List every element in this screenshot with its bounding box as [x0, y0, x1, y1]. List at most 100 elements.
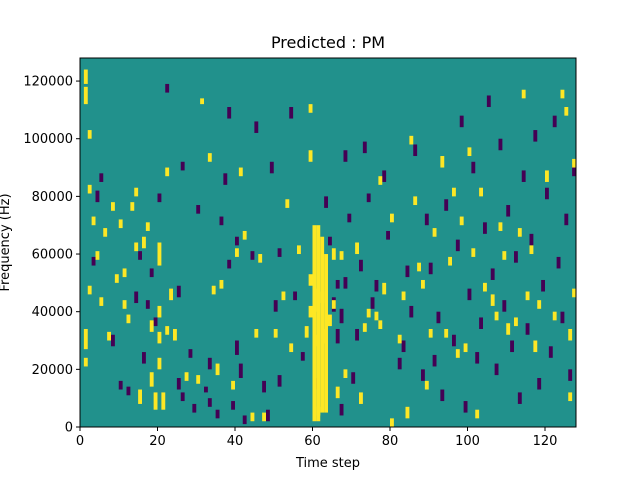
high-cell: [494, 311, 499, 321]
low-cell: [533, 130, 538, 142]
low-cell: [397, 357, 402, 370]
high-cell: [138, 389, 142, 404]
low-cell: [483, 222, 487, 234]
high-cell: [537, 300, 542, 309]
low-cell: [490, 268, 495, 280]
low-cell: [506, 205, 511, 217]
low-cell: [180, 161, 185, 171]
low-cell: [440, 389, 445, 402]
high-cell: [568, 328, 573, 341]
high-cell: [91, 216, 96, 226]
high-cell: [169, 288, 173, 301]
high-cell: [335, 386, 340, 399]
high-cell: [467, 147, 472, 157]
high-cell: [409, 135, 414, 145]
low-cell: [455, 239, 460, 252]
low-cell: [339, 403, 344, 416]
high-cell: [331, 300, 336, 309]
y-axis-label: Frequency (Hz): [0, 193, 13, 291]
high-cell: [149, 372, 154, 387]
high-cell: [432, 228, 437, 237]
low-cell: [324, 196, 328, 208]
low-cell: [215, 409, 220, 419]
high-cell: [200, 98, 204, 105]
high-cell: [207, 153, 212, 162]
low-cell: [235, 340, 239, 355]
high-cell: [153, 392, 158, 410]
low-cell: [351, 372, 356, 384]
y-tick-label: 100000: [23, 132, 73, 147]
high-cell: [514, 317, 518, 327]
low-cell: [502, 300, 507, 312]
high-cell: [83, 357, 88, 367]
y-tick-label: 20000: [32, 363, 73, 378]
low-cell: [471, 161, 476, 174]
low-cell: [514, 251, 518, 263]
low-cell: [335, 279, 340, 289]
high-cell: [382, 282, 387, 295]
x-tick-label: 100: [455, 434, 480, 449]
low-cell: [266, 409, 270, 422]
high-cell: [490, 294, 495, 306]
low-cell: [401, 340, 406, 353]
high-cell: [149, 320, 154, 332]
high-cell: [83, 328, 88, 350]
high-cell: [126, 314, 131, 324]
high-cell: [219, 279, 224, 289]
low-cell: [463, 401, 468, 413]
y-tick-label: 60000: [32, 248, 73, 263]
high-cell: [374, 311, 379, 321]
high-cell: [440, 156, 445, 168]
low-cell: [192, 403, 197, 413]
low-cell: [196, 205, 201, 214]
low-cell: [335, 328, 340, 344]
high-cell: [103, 228, 108, 237]
high-cell: [308, 305, 313, 318]
low-cell: [142, 352, 146, 364]
high-cell: [161, 392, 166, 410]
high-band-cell: [316, 225, 321, 422]
high-cell: [529, 245, 534, 255]
high-cell: [122, 300, 127, 309]
low-cell: [300, 352, 305, 361]
low-cell: [529, 233, 534, 246]
x-tick-label: 40: [227, 434, 244, 449]
high-cell: [281, 291, 286, 301]
high-cell: [331, 248, 336, 260]
high-cell: [444, 328, 449, 338]
high-cell: [328, 314, 332, 327]
low-cell: [153, 317, 158, 327]
high-cell: [397, 334, 402, 344]
x-tick-label: 60: [304, 434, 321, 449]
low-cell: [366, 193, 371, 203]
high-cell: [114, 274, 119, 283]
high-cell: [525, 291, 530, 301]
low-cell: [545, 187, 549, 200]
low-cell: [560, 311, 565, 324]
high-cell: [366, 308, 371, 318]
high-cell: [362, 323, 367, 332]
low-cell: [238, 363, 243, 378]
high-cell: [87, 184, 92, 194]
high-cell: [297, 245, 301, 255]
high-cell: [428, 328, 433, 338]
low-cell: [556, 256, 561, 269]
low-cell: [343, 277, 348, 289]
low-cell: [273, 300, 278, 312]
low-cell: [421, 369, 425, 381]
low-cell: [235, 236, 239, 246]
high-cell: [87, 285, 92, 295]
low-cell: [525, 323, 530, 335]
high-cell: [417, 262, 421, 272]
high-cell: [552, 311, 557, 321]
low-cell: [428, 262, 433, 275]
low-cell: [382, 170, 387, 182]
y-tick-label: 80000: [32, 190, 73, 205]
high-cell: [378, 320, 383, 329]
high-cell: [111, 202, 115, 211]
high-cell: [308, 104, 313, 113]
high-cell: [285, 199, 290, 208]
low-cell: [99, 173, 104, 182]
high-cell: [157, 305, 162, 318]
